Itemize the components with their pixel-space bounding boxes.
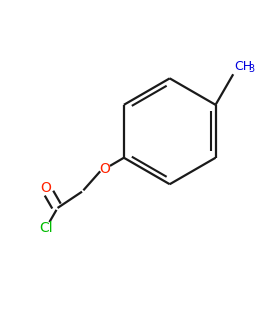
Text: Cl: Cl [39, 221, 53, 235]
Text: CH: CH [235, 60, 253, 73]
Text: O: O [41, 181, 52, 195]
Text: 3: 3 [248, 64, 254, 74]
Text: O: O [100, 162, 111, 176]
